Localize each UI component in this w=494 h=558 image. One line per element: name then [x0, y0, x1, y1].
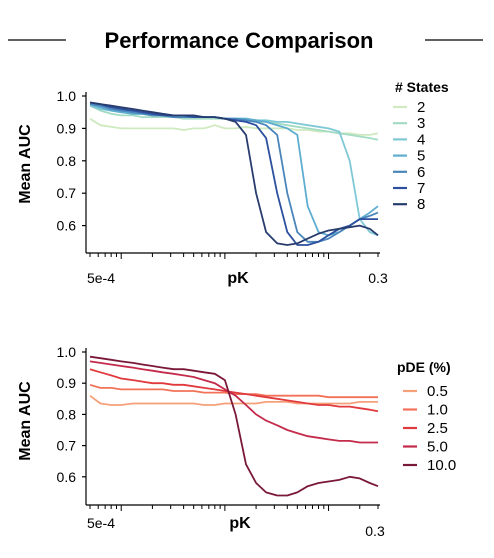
- bottom-legend-label-0-5: 0.5: [427, 383, 448, 400]
- top-x-axis-label: pK: [227, 270, 249, 287]
- top-y-tick-label: 0.9: [57, 120, 77, 136]
- top-legend-label-8: 8: [417, 196, 425, 213]
- bottom-y-tick-label: 0.6: [57, 469, 77, 485]
- bottom-y-tick-label: 0.7: [57, 438, 77, 454]
- top-legend-label-5: 5: [417, 148, 425, 165]
- top-legend-label-3: 3: [417, 115, 425, 132]
- bottom-series-line-1-0: [89, 383, 378, 399]
- bottom-y-axis-label: Mean AUC: [17, 381, 34, 461]
- bottom-legend-title: pDE (%): [397, 359, 451, 375]
- top-legend-label-6: 6: [417, 164, 425, 181]
- bottom-legend-label-2-5: 2.5: [427, 420, 448, 437]
- top-series-line-8: [89, 101, 379, 246]
- top-y-tick-label: 0.7: [57, 185, 77, 201]
- top-series-line-5: [89, 103, 379, 237]
- top-legend-label-7: 7: [417, 180, 425, 197]
- top-series-line-7: [89, 101, 378, 246]
- figure-title: Performance Comparison: [105, 28, 374, 53]
- top-series-line-4: [89, 104, 379, 237]
- top-legend-label-4: 4: [417, 131, 425, 148]
- top-y-tick-label: 1.0: [57, 88, 77, 104]
- top-legend-label-2: 2: [417, 99, 425, 116]
- bottom-chart-panel: 1.0 0.9 0.8 0.7 0.6 Mean AUC pK 5e-4 0.3 pDE…: [17, 344, 456, 539]
- top-y-tick-label: 0.6: [57, 218, 77, 234]
- top-chart-panel: 1.0 0.9 0.8 0.7 0.6 Mean AUC pK 5e-4 0.3 # S…: [17, 79, 449, 287]
- top-x-tick-left: 5e-4: [87, 270, 115, 286]
- bottom-y-tick-label: 1.0: [57, 344, 77, 360]
- bottom-legend-label-10-0: 10.0: [427, 457, 456, 474]
- top-x-tick-right: 0.3: [368, 270, 388, 286]
- bottom-y-tick-label: 0.9: [57, 375, 77, 391]
- top-series-line-6: [89, 103, 379, 243]
- bottom-x-tick-left: 5e-4: [87, 515, 115, 531]
- top-y-tick-label: 0.8: [57, 153, 77, 169]
- bottom-series-line-10-0: [89, 355, 379, 497]
- bottom-series-line-0-5: [89, 394, 378, 406]
- bottom-legend-label-1-0: 1.0: [427, 402, 448, 419]
- bottom-legend-label-5-0: 5.0: [427, 439, 448, 456]
- bottom-y-tick-label: 0.8: [57, 406, 77, 422]
- bottom-x-axis-label: pK: [229, 515, 251, 532]
- bottom-series-line-2-5: [89, 368, 379, 413]
- top-legend-title: # States: [395, 79, 449, 95]
- top-y-axis-label: Mean AUC: [17, 124, 34, 204]
- bottom-x-tick-right: 0.3: [365, 523, 385, 539]
- bottom-series-line-5-0: [89, 360, 378, 444]
